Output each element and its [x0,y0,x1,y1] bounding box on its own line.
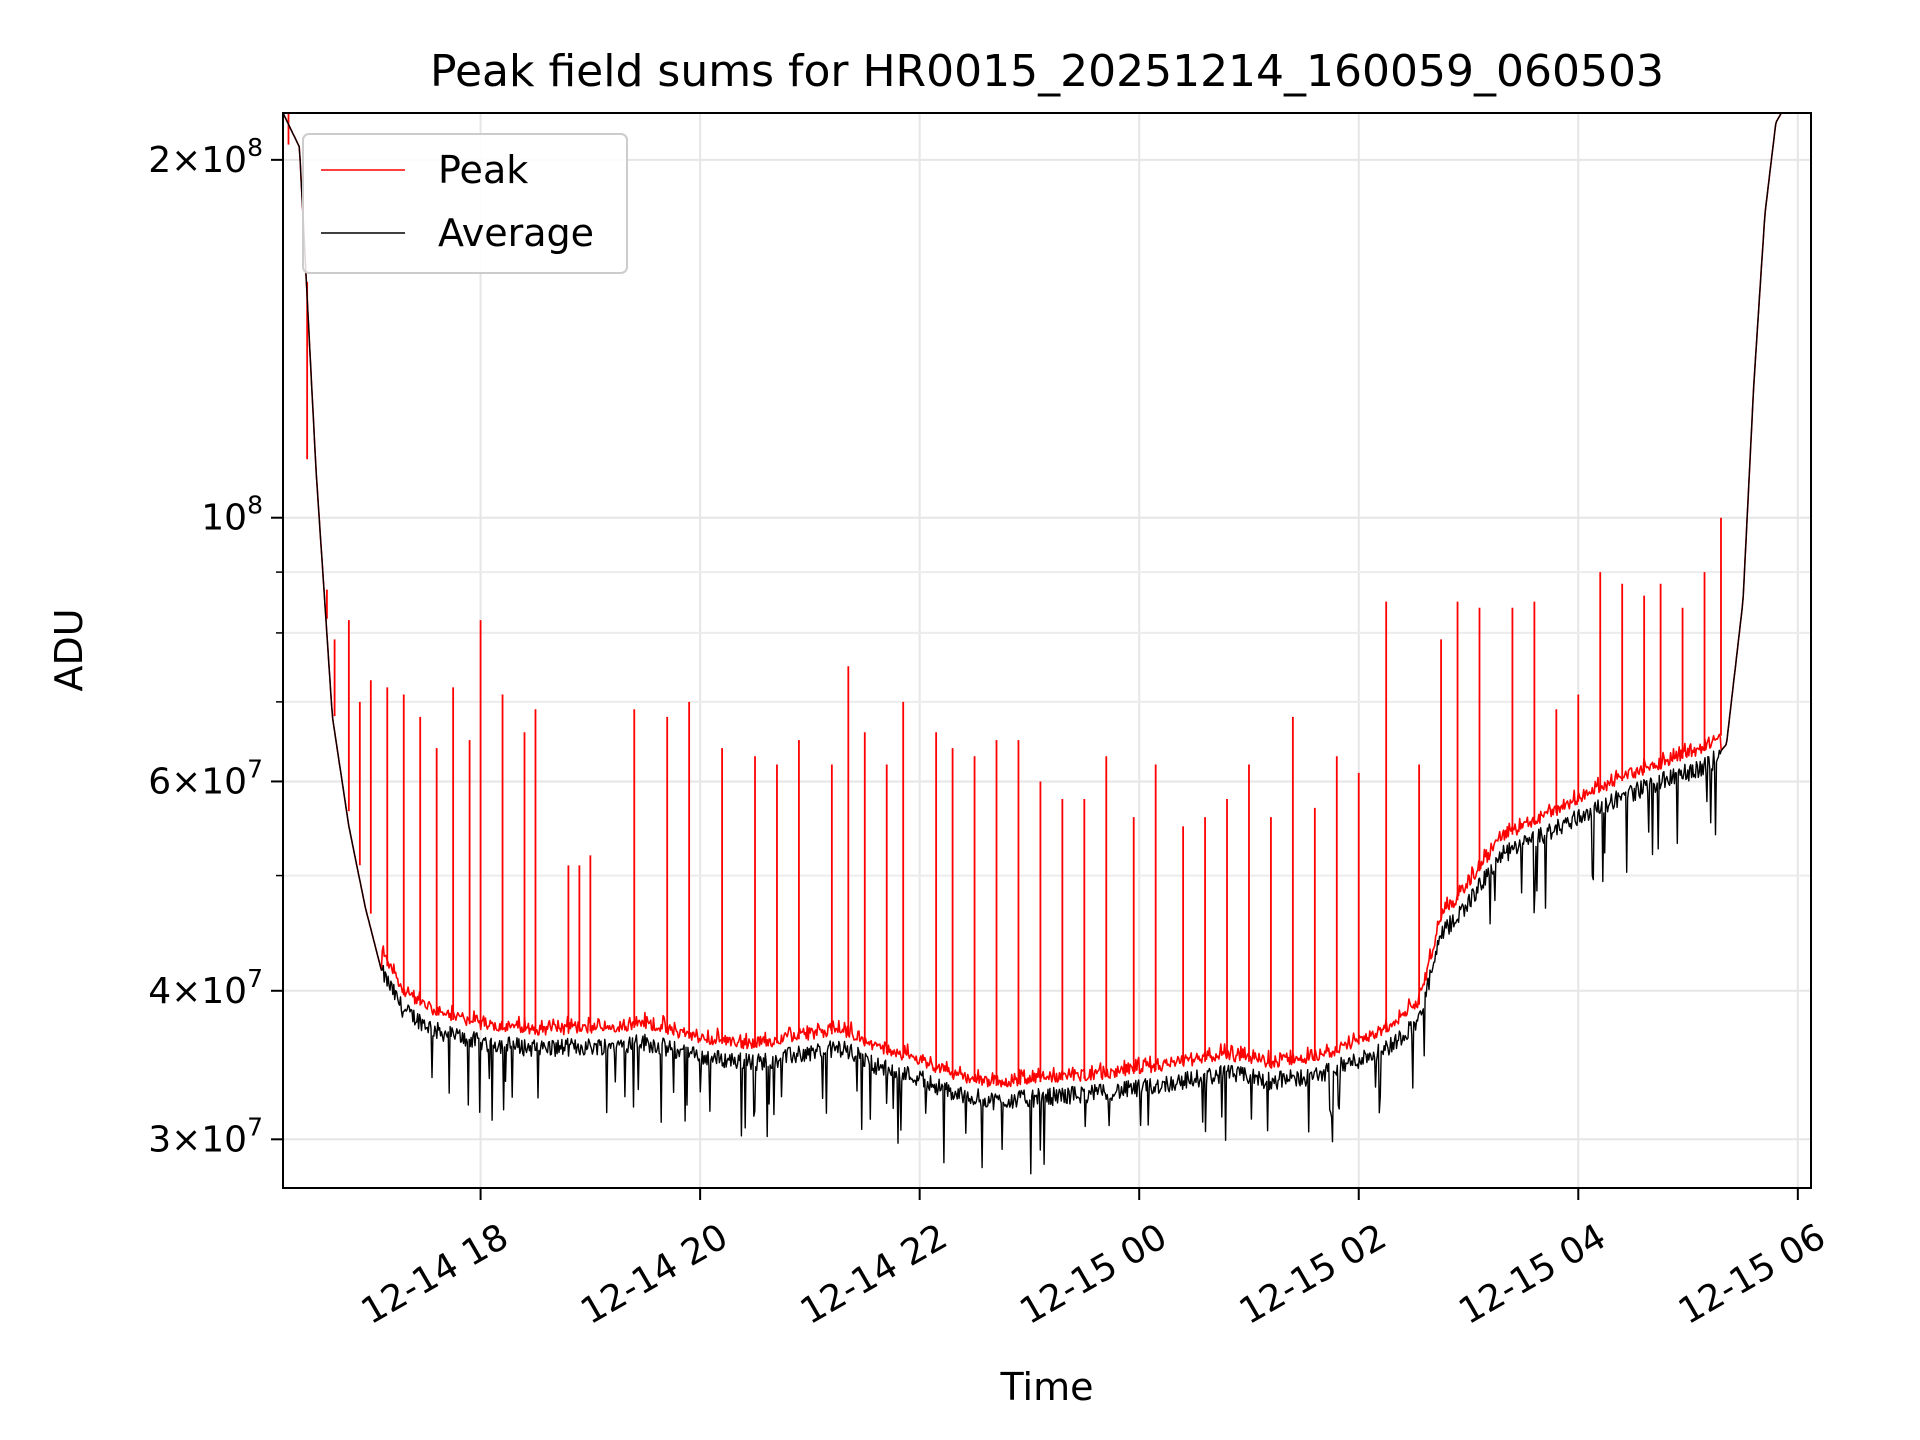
series-line-average [283,113,1811,1175]
y-tick-label-4: 2×108 [148,133,263,181]
y-axis-label: ADU [47,608,91,691]
y-tick-label-3: 108 [201,491,263,539]
legend-label-average: Average [438,211,594,255]
legend-box [302,133,628,274]
y-tick-label-0: 3×107 [148,1112,263,1160]
plot-area-frame [282,112,1812,1189]
legend: Peak Average [302,133,628,274]
x-axis-label: Time [1000,1365,1094,1409]
y-axis-ticks: 3×107 4×107 6×107 108 2×108 [148,133,283,1160]
chart-title: Peak field sums for HR0015_20251214_1600… [430,46,1664,97]
series-layer [283,113,1811,1175]
legend-label-peak: Peak [438,148,528,192]
y-tick-label-2: 6×107 [148,754,263,802]
y-tick-label-1: 4×107 [148,964,263,1012]
